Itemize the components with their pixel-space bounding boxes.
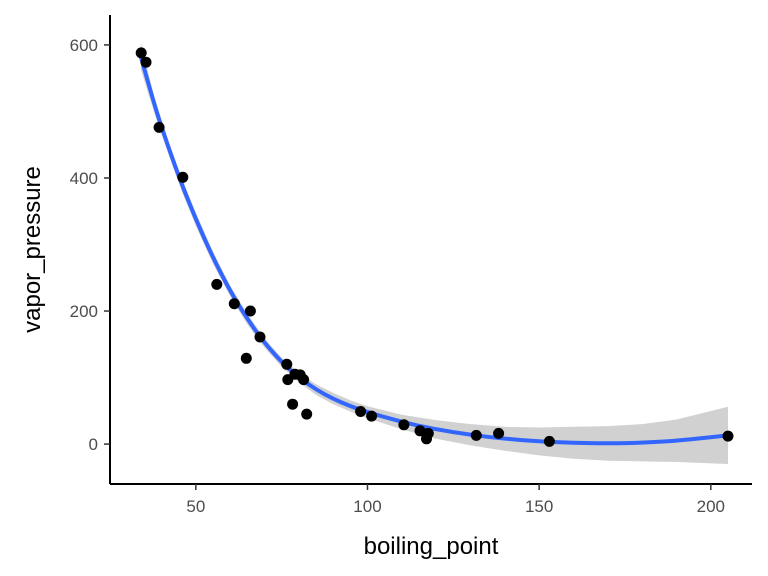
y-tick-label: 400 bbox=[70, 169, 98, 188]
plot-area bbox=[135, 42, 734, 465]
y-axis-title: vapor_pressure bbox=[19, 166, 46, 333]
y-tick-label: 0 bbox=[89, 435, 98, 454]
x-axis-ticks: 50 100 150 200 bbox=[186, 484, 725, 516]
data-point bbox=[355, 406, 367, 417]
x-axis-title: boiling_point bbox=[364, 533, 499, 560]
x-tick-label: 200 bbox=[697, 497, 725, 516]
y-tick-label: 200 bbox=[70, 302, 98, 321]
data-point bbox=[240, 352, 252, 364]
y-tick-label: 600 bbox=[70, 36, 98, 55]
x-tick-label: 150 bbox=[525, 497, 553, 516]
smooth-line bbox=[138, 54, 730, 446]
data-point bbox=[422, 427, 434, 439]
data-point bbox=[414, 425, 426, 437]
y-axis-ticks: 0 200 400 600 bbox=[70, 36, 110, 454]
data-point bbox=[228, 298, 240, 310]
data-point bbox=[281, 358, 293, 370]
data-point bbox=[287, 398, 299, 410]
data-point bbox=[493, 427, 505, 439]
data-point bbox=[398, 419, 410, 431]
scatter-points bbox=[135, 47, 734, 447]
data-point bbox=[135, 47, 147, 59]
confidence-band bbox=[140, 42, 728, 465]
data-point bbox=[470, 429, 482, 441]
data-point bbox=[177, 171, 189, 183]
data-point bbox=[254, 331, 266, 343]
data-point bbox=[366, 410, 378, 422]
x-tick-label: 100 bbox=[353, 497, 381, 516]
data-point bbox=[298, 374, 310, 386]
data-point bbox=[153, 121, 165, 133]
data-point bbox=[301, 408, 313, 420]
x-tick-label: 50 bbox=[186, 497, 205, 516]
data-point bbox=[211, 278, 223, 290]
data-point bbox=[722, 430, 734, 442]
data-point bbox=[543, 435, 555, 447]
data-point bbox=[244, 305, 256, 317]
data-point bbox=[140, 56, 152, 68]
